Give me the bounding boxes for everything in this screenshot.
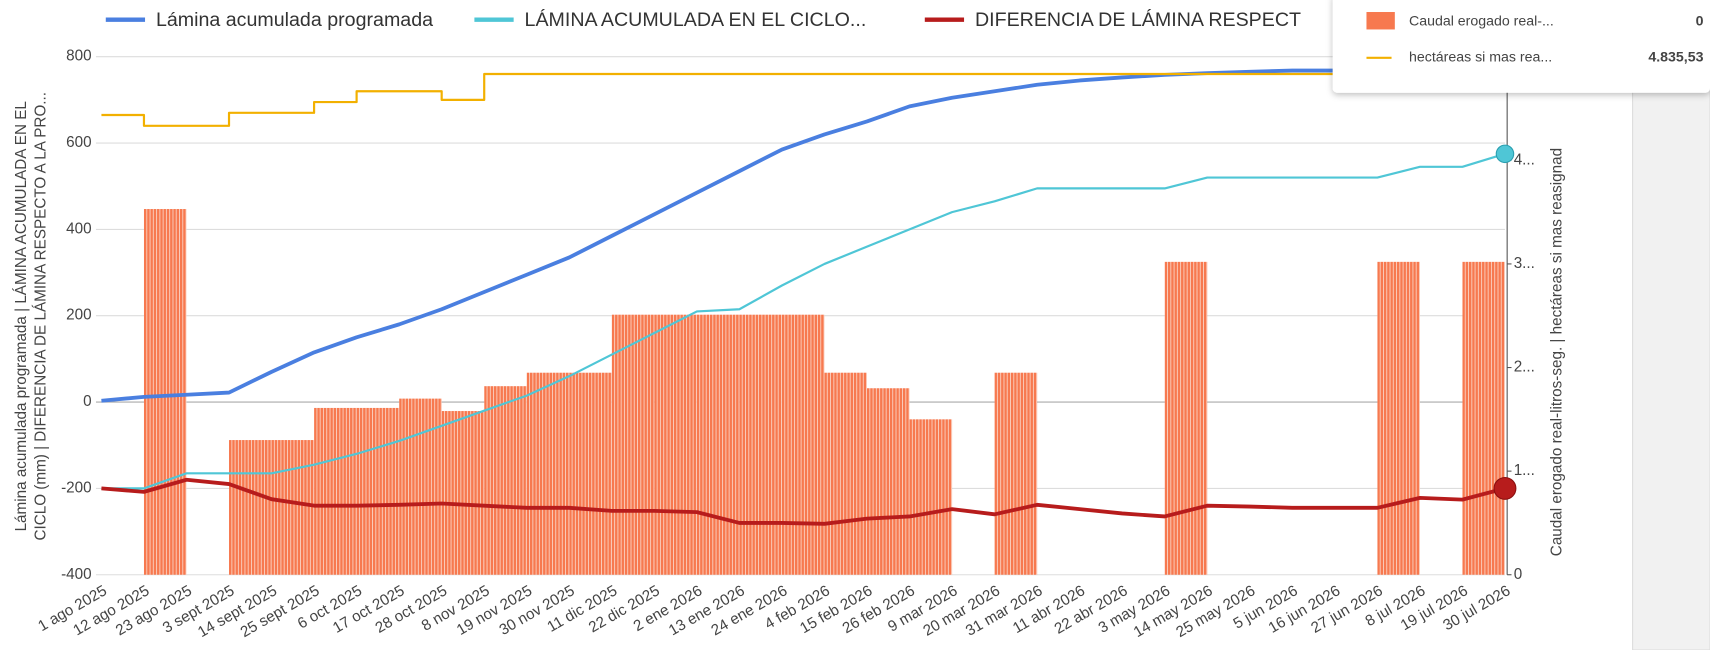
bar [1164,261,1208,575]
bar [1462,261,1505,575]
tooltip-label: Caudal erogado real-... [1409,14,1554,30]
line [101,72,1505,127]
bar [654,314,697,575]
line [101,67,1505,403]
bar [994,372,1038,575]
bar [271,440,315,575]
bar [909,419,953,575]
y-tick-label: 200 [66,307,91,324]
y2-tick-label: 3... [1514,255,1535,272]
bar [1377,261,1420,575]
y2-tick-label: 2... [1514,359,1535,376]
y2-tick-label: 1... [1514,462,1535,479]
tooltip-value: 4.835,53 [1648,50,1703,66]
bar [824,372,867,575]
bar [441,411,485,575]
legend-label: DIFERENCIA DE LÁMINA RESPECT [975,8,1301,31]
y-tick-label: 800 [66,48,91,65]
y-axis-title: Lámina acumulada programada | LÁMINA ACU… [13,101,30,531]
y2-tick-label: 4... [1514,151,1535,168]
y-tick-label: 600 [66,134,91,151]
bar [356,407,400,575]
bar [569,372,612,575]
line [101,477,1506,526]
end-marker [1493,476,1517,500]
bar [314,407,357,575]
bar [399,398,442,575]
line [101,152,1506,490]
y-axis-title: CICLO (mm) | DIFERENCIA DE LÁMINA RESPEC… [32,92,49,541]
y-tick-label: -200 [61,479,92,496]
tooltip-label: hectáreas si mas rea... [1409,50,1552,66]
y-tick-label: 400 [66,220,91,237]
tooltip-box [1332,0,1710,93]
bar [739,314,782,575]
bar [781,314,825,575]
side-panel [1632,0,1710,650]
tooltip-swatch [1366,12,1395,30]
bar [484,386,527,575]
y2-tick-label: 0 [1514,566,1522,583]
y2-axis-title: Caudal erogado real-litros-seg. | hectár… [1548,148,1565,556]
bar [143,209,187,575]
bar [526,372,570,575]
y-tick-label: -400 [61,566,92,583]
legend-label: Lámina acumulada programada [156,9,433,31]
y-tick-label: 0 [83,393,91,410]
bar [696,314,740,575]
tooltip-value: 0 [1696,14,1704,30]
bar [611,314,655,575]
tooltip: Caudal erogado real-... 0 hectáreas si m… [1332,0,1710,93]
end-marker [1495,144,1515,164]
bar [866,388,910,575]
legend-label: LÁMINA ACUMULADA EN EL CICLO... [525,8,867,31]
bar [229,440,272,575]
